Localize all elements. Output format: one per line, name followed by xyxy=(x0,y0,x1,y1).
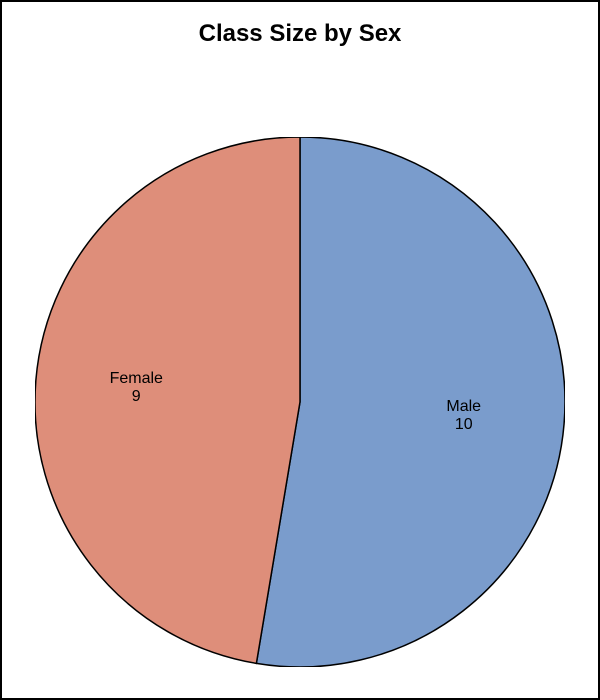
pie-slice-female xyxy=(35,137,300,663)
pie-svg xyxy=(35,137,565,667)
pie-chart: Male10Female9 xyxy=(35,137,565,667)
pie-slice-male xyxy=(256,137,565,667)
chart-frame: Class Size by Sex Male10Female9 xyxy=(0,0,600,700)
chart-title: Class Size by Sex xyxy=(2,20,598,48)
